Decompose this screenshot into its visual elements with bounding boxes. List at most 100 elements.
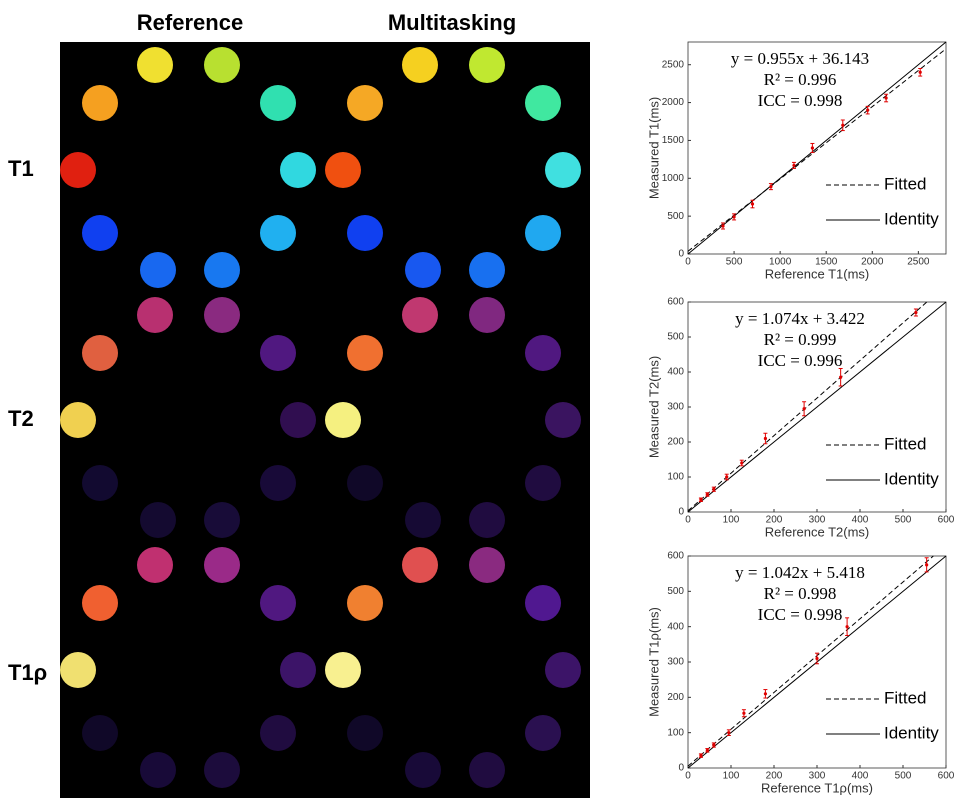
point — [925, 563, 928, 566]
row-label: T1ρ — [8, 660, 47, 685]
x-tick-label: 0 — [685, 771, 691, 782]
phantom-vial — [82, 715, 118, 751]
phantom-vial — [525, 335, 561, 371]
phantom-vial — [525, 465, 561, 501]
point — [866, 109, 869, 112]
phantom-vial — [260, 465, 296, 501]
phantom-vial — [525, 585, 561, 621]
phantom-vial — [60, 652, 96, 688]
point — [721, 224, 724, 227]
phantom-vial — [204, 502, 240, 538]
figure: Reference Multitasking T1 T2 T1ρ 0500100… — [0, 0, 955, 798]
phantom-vial — [469, 752, 505, 788]
y-tick-label: 500 — [667, 211, 684, 222]
y-tick-label: 1000 — [662, 173, 685, 184]
point — [803, 407, 806, 410]
point — [706, 749, 709, 752]
phantom-vial — [545, 652, 581, 688]
point — [699, 754, 702, 757]
point — [727, 731, 730, 734]
phantom-vial — [325, 402, 361, 438]
y-tick-label: 0 — [678, 507, 684, 518]
x-tick-label: 500 — [895, 771, 912, 782]
phantom-vial — [82, 85, 118, 121]
annotation: y = 1.074x + 3.422 — [735, 309, 865, 328]
phantom-vial — [347, 85, 383, 121]
x-tick-label: 100 — [723, 515, 740, 526]
point — [885, 96, 888, 99]
legend-label: Fitted — [884, 174, 927, 193]
phantom-vial — [347, 585, 383, 621]
point — [751, 202, 754, 205]
phantom-vial — [204, 252, 240, 288]
phantom-vial — [280, 152, 316, 188]
phantom-vial — [204, 47, 240, 83]
y-tick-label: 500 — [667, 586, 684, 597]
annotation: ICC = 0.996 — [758, 351, 843, 370]
phantom-vial — [260, 585, 296, 621]
legend-label: Fitted — [884, 688, 927, 707]
legend-label: Identity — [884, 469, 939, 488]
phantom-vial — [82, 215, 118, 251]
phantom-vial — [260, 85, 296, 121]
phantom-vial — [260, 335, 296, 371]
point — [919, 71, 922, 74]
phantom-vial — [82, 465, 118, 501]
phantom-vial — [525, 85, 561, 121]
phantom-vial — [260, 215, 296, 251]
x-axis-label: Reference T2(ms) — [765, 524, 870, 539]
y-tick-label: 100 — [667, 727, 684, 738]
legend-label: Fitted — [884, 434, 927, 453]
point — [815, 657, 818, 660]
phantom-vial — [140, 752, 176, 788]
y-tick-label: 600 — [667, 551, 684, 562]
column-label: Reference — [137, 10, 243, 35]
y-tick-label: 1500 — [662, 135, 685, 146]
point — [764, 692, 767, 695]
phantom-vial — [260, 715, 296, 751]
x-axis-label: Reference T1(ms) — [765, 266, 870, 281]
phantom-vial — [469, 502, 505, 538]
phantom-vial — [469, 547, 505, 583]
phantom-vial — [280, 402, 316, 438]
x-axis-label: Reference T1ρ(ms) — [761, 780, 873, 795]
phantom-vial — [140, 502, 176, 538]
phantom-vial — [137, 547, 173, 583]
point — [846, 625, 849, 628]
point — [914, 311, 917, 314]
annotation: R² = 0.999 — [764, 330, 837, 349]
phantom-vial — [60, 402, 96, 438]
point — [742, 712, 745, 715]
y-axis-label: Measured T2(ms) — [646, 356, 661, 458]
phantom-vial — [469, 252, 505, 288]
phantom-vial — [405, 252, 441, 288]
point — [839, 376, 842, 379]
point — [841, 124, 844, 127]
point — [769, 185, 772, 188]
point — [699, 498, 702, 501]
phantom-vial — [137, 47, 173, 83]
point — [725, 475, 728, 478]
phantom-vial — [402, 297, 438, 333]
phantom-vial — [347, 215, 383, 251]
phantom-vial — [469, 297, 505, 333]
x-tick-label: 500 — [895, 515, 912, 526]
phantom-vial — [325, 152, 361, 188]
phantom-vial — [545, 402, 581, 438]
phantom-vial — [204, 547, 240, 583]
phantom-vial — [402, 547, 438, 583]
y-tick-label: 2000 — [662, 97, 685, 108]
point — [792, 164, 795, 167]
x-tick-label: 0 — [685, 257, 691, 268]
x-tick-label: 100 — [723, 771, 740, 782]
phantom-vial — [82, 335, 118, 371]
phantom-vial — [204, 752, 240, 788]
y-tick-label: 100 — [667, 472, 684, 483]
y-tick-label: 0 — [678, 763, 684, 774]
y-axis-label: Measured T1(ms) — [646, 97, 661, 199]
annotation: R² = 0.996 — [764, 70, 837, 89]
y-tick-label: 300 — [667, 402, 684, 413]
phantom-vial — [525, 715, 561, 751]
column-label: Multitasking — [388, 10, 516, 35]
y-tick-label: 2500 — [662, 59, 685, 70]
